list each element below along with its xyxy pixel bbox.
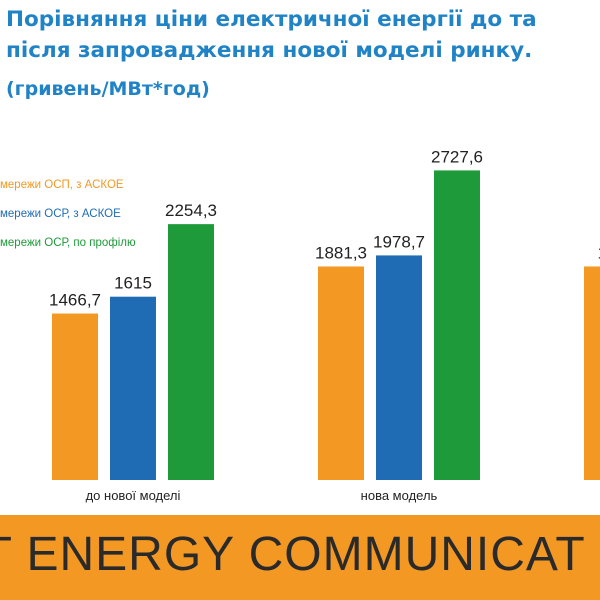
legend: мережи ОСП, з АСКОЕ мережи ОСР, з АСКОЕ …	[0, 178, 136, 265]
legend-item-osr-profile: мережи ОСР, по профілю	[0, 237, 136, 249]
bar-osr-profile-do-novoi-modeli	[168, 224, 214, 480]
bar-osr-askoe-do-novoi-modeli	[110, 296, 156, 480]
data-label-osr-profile-do-novoi-modeli: 2254,3	[165, 201, 217, 220]
data-label-osr-askoe-nova-model: 1978,7	[373, 232, 425, 251]
category-label-nova-model: нова модель	[361, 488, 438, 503]
data-label-osr-profile-nova-model: 2727,6	[431, 147, 483, 166]
legend-item-osr-askoe: мережи ОСР, з АСКОЕ	[0, 208, 121, 220]
title-line-1: Порівняння ціни електричної енергії до т…	[6, 7, 537, 32]
data-label-osp-askoe-third-group: 18	[598, 243, 600, 262]
data-label-osr-askoe-do-novoi-modeli: 1615	[114, 274, 152, 293]
footer-banner: CT ENERGY COMMUNICAT	[0, 515, 600, 600]
banner-text: CT ENERGY COMMUNICAT	[0, 528, 586, 581]
legend-item-osp-askoe: мережи ОСП, з АСКОЕ	[0, 179, 124, 191]
bar-osp-askoe-third-group	[584, 266, 600, 480]
title-line-2: після запровадження нової моделі ринку.	[6, 38, 533, 63]
bar-chart: 1466,7 1615 2254,3 до нової моделі 1881,3 197…	[49, 147, 600, 503]
bar-osr-profile-nova-model	[434, 170, 480, 480]
bar-osr-askoe-nova-model	[376, 255, 422, 480]
chart-subtitle: (гривень/МВт*год)	[6, 78, 210, 100]
category-label-do-novoi-modeli: до нової моделі	[86, 488, 181, 503]
data-label-osp-askoe-nova-model: 1881,3	[315, 243, 367, 262]
chart-title: Порівняння ціни електричної енергії до т…	[6, 4, 600, 66]
bar-osp-askoe-do-novoi-modeli	[52, 313, 98, 480]
data-label-osp-askoe-do-novoi-modeli: 1466,7	[49, 291, 101, 310]
bar-osp-askoe-nova-model	[318, 266, 364, 480]
